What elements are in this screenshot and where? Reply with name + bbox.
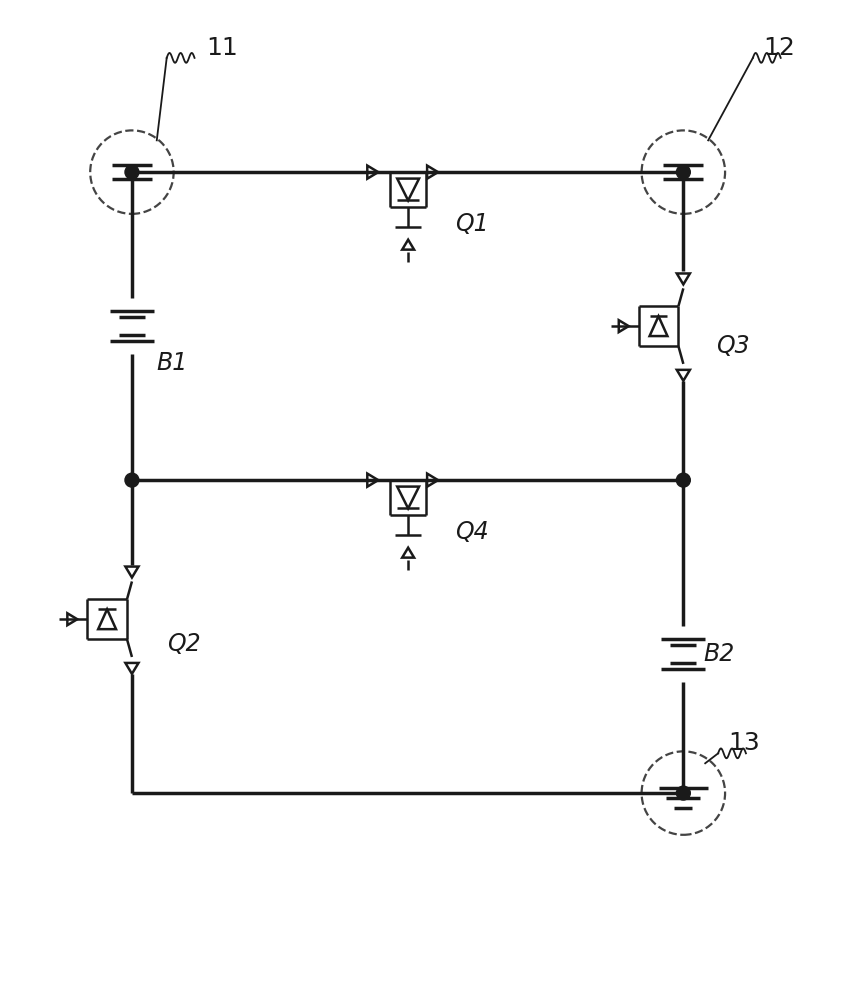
Text: 11: 11 xyxy=(206,36,238,60)
Text: Q3: Q3 xyxy=(716,334,750,358)
Text: Q1: Q1 xyxy=(454,212,489,236)
Circle shape xyxy=(676,165,691,179)
Circle shape xyxy=(676,473,691,487)
Circle shape xyxy=(125,473,139,487)
Text: B1: B1 xyxy=(157,351,188,375)
Circle shape xyxy=(676,786,691,800)
Text: 12: 12 xyxy=(763,36,795,60)
Text: 13: 13 xyxy=(728,731,760,755)
Text: Q4: Q4 xyxy=(454,520,489,544)
Text: Q2: Q2 xyxy=(167,632,200,656)
Text: B2: B2 xyxy=(704,642,734,666)
Circle shape xyxy=(125,165,139,179)
